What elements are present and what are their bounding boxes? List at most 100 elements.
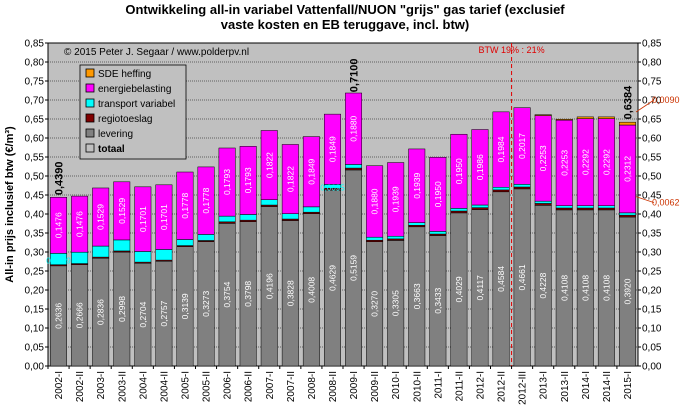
levering-value-label: 0,4584 (496, 266, 506, 292)
y-tick-label-right: 0,00 (642, 362, 662, 373)
levering-value-label: 0,3798 (243, 281, 253, 307)
bar-segment-energiebelasting (92, 187, 110, 247)
energiebelasting-value-label: 0,1950 (433, 181, 443, 207)
levering-value-label: 0,3828 (285, 280, 295, 306)
bar-segment-SDE-heffing (618, 121, 636, 126)
levering-value-label: 0,4108 (559, 275, 569, 301)
x-tick-label: 2009-I (349, 371, 360, 399)
energiebelasting-value-label: 0,1778 (201, 187, 211, 213)
levering-value-label: 0,5159 (349, 255, 359, 281)
bar-segment-transport-variabel (450, 208, 468, 212)
bar-segment-energiebelasting (134, 186, 152, 252)
bar-segment-transport-variabel (492, 186, 510, 191)
bar-segment-regiotoeslag (597, 207, 615, 211)
levering-value-label: 0,2704 (138, 301, 148, 327)
y-tick-label-left: 0,15 (25, 305, 45, 316)
levering-value-label: 0,3754 (222, 281, 232, 307)
energiebelasting-value-label: 0,1793 (222, 169, 232, 195)
levering-value-label: 0,2666 (75, 302, 85, 328)
energiebelasting-value-label: 0,1529 (96, 204, 106, 230)
bar-segment-energiebelasting (513, 107, 531, 185)
bar-segment-regiotoeslag (450, 210, 468, 214)
x-tick-label: 2007-II (286, 371, 297, 402)
levering-value-label: 0,3663 (412, 283, 422, 309)
levering-value-label: 0,4108 (601, 275, 611, 301)
levering-value-label: 0,3433 (433, 288, 443, 314)
bar-segment-transport-variabel (429, 231, 447, 235)
x-tick-label: 2012-III (518, 371, 529, 405)
y-tick-label-right: 0,55 (642, 153, 662, 164)
levering-value-label: 0,4228 (538, 272, 548, 298)
bar-segment-transport-variabel (281, 213, 299, 220)
energiebelasting-value-label: 0,1476 (54, 212, 64, 238)
y-tick-label-left: 0,45 (25, 191, 45, 202)
bar-segment-regiotoeslag (576, 207, 594, 211)
y-tick-label-right: 0,35 (642, 229, 662, 240)
chart-title: Ontwikkeling all-in variabel Vattenfall/… (0, 2, 690, 32)
x-tick-label: 2003-I (96, 371, 107, 399)
x-tick-label: 2003-II (117, 371, 128, 402)
energiebelasting-value-label: 0,1880 (349, 115, 359, 141)
legend-swatch (85, 98, 95, 108)
energiebelasting-value-label: 0,2253 (559, 150, 569, 176)
levering-value-label: 0,3305 (391, 290, 401, 316)
y-tick-label-right: 0,65 (642, 115, 662, 126)
legend-label: energiebelasting (98, 84, 171, 95)
levering-value-label: 0,4108 (580, 275, 590, 301)
y-tick-label-left: 0,80 (25, 58, 45, 69)
x-tick-label: 2010-I (391, 371, 402, 399)
legend-swatch (85, 143, 95, 153)
y-tick-label-right: 0,60 (642, 134, 662, 145)
x-tick-label: 2006-II (244, 371, 255, 402)
energiebelasting-value-label: 0,1476 (75, 211, 85, 237)
levering-value-label: 0,2998 (117, 296, 127, 322)
legend-swatch (85, 128, 95, 138)
y-tick-label-right: 0,85 (642, 39, 662, 50)
x-tick-label: 2015-I (623, 371, 634, 399)
energiebelasting-value-label: 0,1822 (264, 152, 274, 178)
bar-segment-energiebelasting (323, 113, 341, 185)
y-tick-label-left: 0,35 (25, 229, 45, 240)
legend-swatch (85, 83, 95, 93)
x-tick-label: 2014-I (581, 371, 592, 399)
bar-segment-transport-variabel (197, 234, 215, 241)
side-annotation: 0,0062 (652, 198, 680, 208)
levering-value-label: 0,4629 (327, 265, 337, 291)
bar-segment-energiebelasting (155, 184, 173, 250)
bar-segment-transport-variabel (471, 204, 489, 208)
y-tick-label-right: 0,30 (642, 248, 662, 259)
y-tick-label-left: 0,70 (25, 96, 45, 107)
bar-segment-energiebelasting (429, 157, 447, 232)
bar-segment-SDE-heffing (597, 116, 615, 119)
legend-label: SDE heffing (98, 69, 151, 80)
bar-segment-transport-variabel (218, 215, 236, 223)
total-annotation: 0,4390 (54, 162, 66, 196)
legend-label: transport variabel (98, 99, 175, 110)
bar-segment-energiebelasting (176, 171, 194, 240)
legend-label: totaal (98, 144, 125, 155)
x-tick-label: 2002-I (54, 371, 65, 399)
x-tick-label: 2005-I (180, 371, 191, 399)
levering-value-label: 0,3270 (370, 291, 380, 317)
y-tick-label-left: 0,75 (25, 77, 45, 88)
bar-segment-transport-variabel (71, 251, 89, 264)
energiebelasting-value-label: 0,1849 (306, 158, 316, 184)
x-tick-label: 2013-II (560, 371, 571, 402)
x-tick-label: 2010-II (412, 371, 423, 402)
energiebelasting-value-label: 0,1701 (159, 204, 169, 230)
y-tick-label-left: 0,25 (25, 267, 45, 278)
y-tick-label-left: 0,20 (25, 286, 45, 297)
energiebelasting-value-label: 0,1701 (138, 206, 148, 232)
legend-label: regiotoeslag (98, 114, 152, 125)
y-tick-label-right: 0,25 (642, 267, 662, 278)
x-tick-label: 2004-I (138, 371, 149, 399)
x-tick-label: 2006-I (223, 371, 234, 399)
bar-segment-energiebelasting (218, 147, 236, 217)
bar-segment-energiebelasting (50, 196, 68, 254)
levering-value-label: 0,3273 (201, 291, 211, 317)
y-tick-label-right: 0,20 (642, 286, 662, 297)
legend-label: levering (98, 129, 133, 140)
bar-segment-SDE-heffing (576, 116, 594, 119)
bar-segment-energiebelasting (387, 162, 405, 237)
